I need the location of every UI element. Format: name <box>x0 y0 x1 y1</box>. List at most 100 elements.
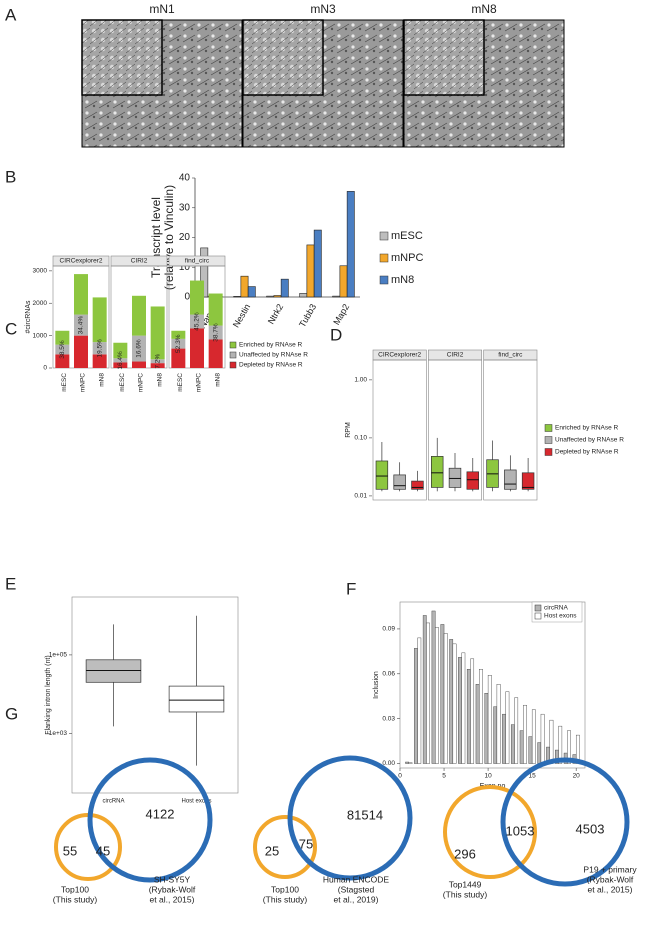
image-label: mN3 <box>310 2 336 16</box>
bar <box>502 713 506 764</box>
legend-box <box>531 601 583 623</box>
bar-segment <box>74 274 88 315</box>
x-tick-label: mESC <box>61 373 68 392</box>
bar-segment <box>171 348 186 368</box>
y-tick-label: 1000 <box>33 332 48 339</box>
box-body <box>393 474 406 490</box>
x-tick-label: mN8 <box>156 373 163 387</box>
legend-swatch <box>229 361 237 369</box>
y-tick-label: 1e+05 <box>49 652 68 659</box>
venn-label: SH-SY5Y <box>154 874 191 884</box>
y-tick-label: 30 <box>179 202 191 213</box>
venn-label: (Rybak-Wolf <box>587 874 634 884</box>
venn-label: et al., 2019) <box>334 894 379 904</box>
legend-swatch <box>544 436 553 444</box>
bar <box>247 286 256 298</box>
x-tick-label: 15 <box>529 773 537 780</box>
y-tick-label: 0.03 <box>382 715 395 722</box>
bar <box>299 293 308 298</box>
bar-segment <box>132 361 146 368</box>
bar <box>487 675 492 764</box>
y-tick-label: 0.09 <box>382 626 395 633</box>
legend-swatch <box>379 253 389 263</box>
bar-segment <box>113 362 128 368</box>
plot-frame <box>428 359 482 501</box>
bar-segment <box>150 363 165 368</box>
legend-label: Unaffected by RNAse R <box>555 437 624 444</box>
x-tick-label: 5 <box>442 773 446 780</box>
bar <box>440 624 445 764</box>
y-axis-label: Flanking intron length (nt) <box>45 655 52 734</box>
bar-segment <box>55 354 70 368</box>
venn-circle <box>253 815 317 879</box>
y-axis-label: Inclusion <box>373 671 380 699</box>
venn-count: 81514 <box>347 807 383 822</box>
bar-segment <box>150 359 165 364</box>
bar <box>466 669 471 764</box>
bar <box>493 706 498 764</box>
venn-circle <box>443 785 537 879</box>
box-body <box>85 659 142 683</box>
y-tick-label: 1e+03 <box>49 730 68 737</box>
x-tick-label: Tubb3 <box>297 302 318 329</box>
legend-label: mNPC <box>391 252 423 264</box>
bar <box>461 652 466 764</box>
bar <box>567 730 571 764</box>
venn-label: (Rybak-Wolf <box>149 884 196 894</box>
bar <box>431 610 436 764</box>
x-tick-label: mESC <box>119 373 126 392</box>
legend-label: mN8 <box>391 274 414 286</box>
bar <box>200 247 209 298</box>
venn-circle <box>500 757 630 887</box>
x-tick-label: mNPC <box>80 373 87 392</box>
legend-label: Host exons <box>544 613 577 620</box>
venn-label: Top1449 <box>449 879 482 889</box>
bar-segment <box>208 325 223 340</box>
bar-segment <box>92 297 107 343</box>
venn-label: (This study) <box>263 894 308 904</box>
box-body <box>504 469 517 490</box>
box-body <box>448 467 462 488</box>
bar <box>266 295 275 298</box>
bar <box>449 639 454 764</box>
box-body <box>521 472 535 490</box>
panel-letter: C <box>5 319 17 338</box>
legend-label: Depleted by RNAse R <box>239 362 303 369</box>
bar <box>484 693 489 764</box>
legend-label: Enriched by RNAse R <box>239 342 303 349</box>
box-body <box>466 471 479 490</box>
bar-segment <box>92 354 107 368</box>
venn-circle <box>287 755 413 881</box>
bar-segment <box>171 330 186 339</box>
y-tick-label: 0 <box>184 292 190 303</box>
legend-swatch <box>379 275 389 285</box>
plot-frame <box>71 596 239 794</box>
bar-segment <box>74 314 88 336</box>
plot-frame <box>399 601 586 769</box>
y-tick-label: 3000 <box>33 268 48 275</box>
venn-label: Top100 <box>271 884 299 894</box>
bar-annotation: 16.4% <box>117 351 124 370</box>
panel-letter: B <box>5 167 16 186</box>
bar-segment <box>55 344 70 355</box>
legend-label: Unaffected by RNAse R <box>239 352 308 359</box>
panel-letter: A <box>5 5 17 24</box>
bar <box>510 724 515 764</box>
venn-label: (This study) <box>443 889 488 899</box>
bar-annotation: 34.4% <box>78 316 85 335</box>
bar-segment <box>92 342 107 355</box>
legend-label: Enriched by RNAse R <box>555 425 619 432</box>
box-body <box>375 460 389 490</box>
x-tick-label: mNPC <box>196 373 203 392</box>
bar <box>417 637 422 764</box>
legend-swatch <box>379 231 389 241</box>
bar-segment <box>190 328 204 368</box>
y-axis-label: #circRNAs <box>25 300 32 334</box>
image-label: mN1 <box>149 2 175 16</box>
bar-annotation: 7.2% <box>154 354 161 369</box>
bar <box>519 730 524 764</box>
y-tick-label: 40 <box>179 173 191 184</box>
bar-segment <box>208 293 223 326</box>
bar <box>540 713 545 764</box>
plot-frame <box>483 359 538 501</box>
